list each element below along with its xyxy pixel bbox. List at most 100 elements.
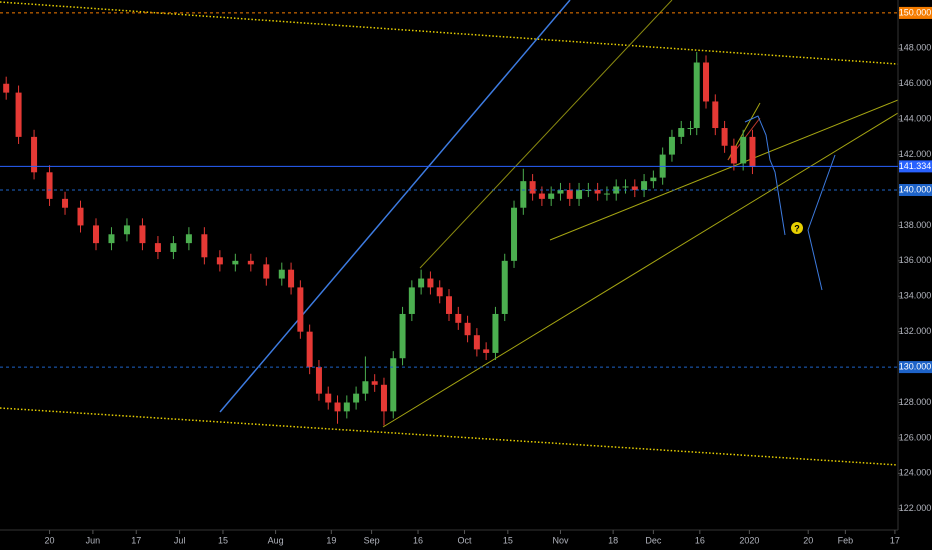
y-tick-label: 132.000 xyxy=(899,326,932,336)
candle-body xyxy=(566,190,573,199)
candle-body xyxy=(170,243,177,252)
candle-body xyxy=(730,145,737,164)
y-tick-label: 134.000 xyxy=(899,291,932,301)
candle-body xyxy=(548,193,555,199)
candle-body xyxy=(687,128,694,130)
candle-body xyxy=(216,257,223,265)
x-tick-label: Dec xyxy=(645,535,662,545)
candle-body xyxy=(501,260,508,314)
candle-body xyxy=(77,207,84,226)
channel-line xyxy=(419,0,673,269)
question-marker xyxy=(791,222,803,234)
candle-body xyxy=(712,101,719,129)
price-label-box xyxy=(899,184,932,197)
candle-body xyxy=(446,296,452,314)
x-tick-label: Aug xyxy=(268,535,284,545)
candle-body xyxy=(576,190,583,199)
y-tick-label: 124.000 xyxy=(899,468,932,478)
x-tick-label: Jul xyxy=(174,535,186,545)
x-tick-label: 17 xyxy=(131,535,141,545)
y-tick-label: 142.000 xyxy=(899,149,932,159)
candle-body xyxy=(362,381,369,394)
y-tick-label: 146.000 xyxy=(899,78,932,88)
candle-body xyxy=(703,62,710,102)
x-tick-label: Jun xyxy=(86,535,101,545)
candle-body xyxy=(622,186,629,188)
y-tick-label: 148.000 xyxy=(899,43,932,53)
x-tick-label: 16 xyxy=(413,535,423,545)
candle-body xyxy=(3,83,10,93)
candle-body xyxy=(436,287,443,297)
x-tick-label: Feb xyxy=(838,535,854,545)
price-label-box xyxy=(899,361,932,374)
price-label-box xyxy=(899,160,932,173)
forecast-path xyxy=(807,229,823,291)
price-label-box xyxy=(899,6,932,19)
candle-body xyxy=(613,186,620,194)
candle-body xyxy=(408,287,415,314)
candle-body xyxy=(557,190,564,194)
candle-body xyxy=(185,234,192,244)
candle-body xyxy=(693,62,700,129)
candle-body xyxy=(483,349,490,353)
candle-body xyxy=(678,128,685,137)
candle-body xyxy=(201,234,208,258)
trend-line xyxy=(0,407,899,466)
price-label: 130.000 xyxy=(899,361,932,371)
x-tick-label: Nov xyxy=(552,535,569,545)
trend-line xyxy=(0,1,899,65)
annotation: ? xyxy=(794,223,800,233)
x-tick-label: 17 xyxy=(890,535,900,545)
candle-body xyxy=(315,367,322,394)
candle-body xyxy=(334,402,341,412)
price-label: 150.000 xyxy=(899,7,932,17)
candle-body xyxy=(380,384,387,412)
candle-body xyxy=(529,181,536,194)
x-tick-label: 19 xyxy=(326,535,336,545)
candle-body xyxy=(247,260,254,265)
x-tick-label: 20 xyxy=(803,535,813,545)
y-tick-label: 144.000 xyxy=(899,114,932,124)
candle-body xyxy=(343,402,350,412)
channel-line xyxy=(549,99,899,241)
candle-body xyxy=(232,260,239,265)
candle-body xyxy=(306,331,313,368)
x-tick-label: Oct xyxy=(457,535,472,545)
y-tick-label: 122.000 xyxy=(899,503,932,513)
candle-body xyxy=(427,278,434,288)
candle-body xyxy=(297,287,304,332)
y-tick-label: 136.000 xyxy=(899,255,932,265)
candle-body xyxy=(15,92,22,137)
x-tick-label: 16 xyxy=(695,535,705,545)
trend-line xyxy=(219,0,571,413)
price-label: 140.000 xyxy=(899,184,932,194)
candle-body xyxy=(31,136,38,173)
channel-line xyxy=(382,112,899,428)
candle-body xyxy=(353,393,360,403)
candle-body xyxy=(139,225,146,244)
candle-body xyxy=(749,136,756,167)
candle-body xyxy=(520,181,527,208)
candle-body xyxy=(154,243,161,252)
candle-body xyxy=(594,190,601,194)
candle-body xyxy=(455,313,462,323)
y-tick-label: 128.000 xyxy=(899,397,932,407)
x-tick-label: Sep xyxy=(364,535,380,545)
candle-body xyxy=(492,313,499,353)
candle-body xyxy=(603,193,610,195)
x-tick-label: 2020 xyxy=(739,535,759,545)
candle-body xyxy=(46,172,53,199)
candle-body xyxy=(511,207,518,261)
candle-body xyxy=(62,198,69,208)
candle-body xyxy=(399,313,406,359)
candle-body xyxy=(123,225,130,235)
candle-body xyxy=(371,381,378,385)
candle-body xyxy=(92,225,99,244)
candle-body xyxy=(464,322,471,336)
candle-body xyxy=(740,136,747,164)
candle-body xyxy=(325,393,332,403)
price-label: 141.334 xyxy=(899,161,932,171)
candle-body xyxy=(263,264,270,279)
candle-body xyxy=(278,269,285,279)
